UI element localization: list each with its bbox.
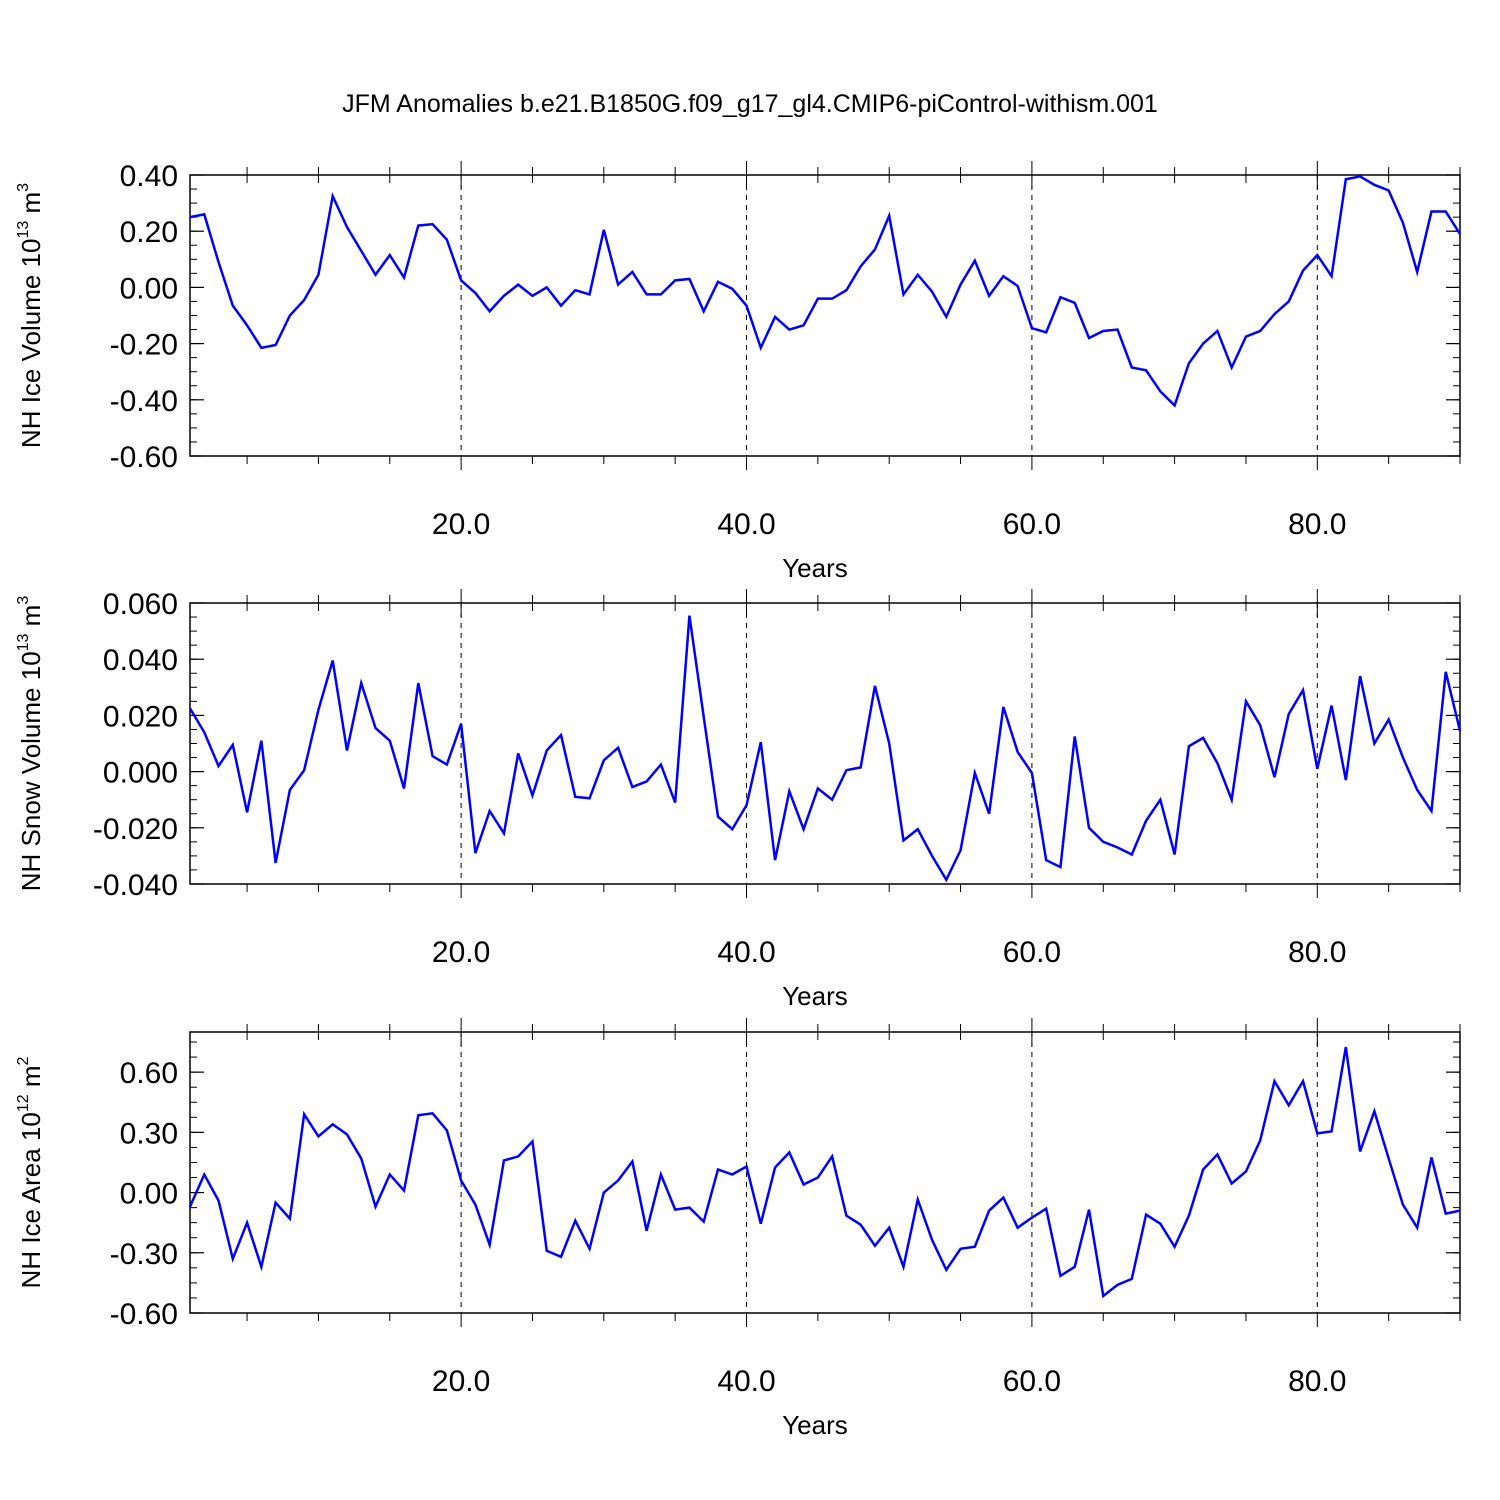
y-axis-title-exponent: 13	[15, 221, 32, 239]
y-axis-title: NH Snow Volume 1013 m3	[15, 596, 46, 892]
x-tick-label: 80.0	[1288, 936, 1346, 969]
x-axis-title: Years	[782, 553, 848, 583]
y-tick-label: 0.00	[120, 1178, 178, 1211]
y-axis-title-part: NH Ice Volume 10	[16, 239, 46, 449]
y-tick-label: 0.020	[103, 700, 178, 733]
figure-title: JFM Anomalies b.e21.B1850G.f09_g17_gl4.C…	[342, 90, 1158, 118]
y-tick-label: 0.30	[120, 1117, 178, 1150]
y-tick-label: 0.060	[103, 588, 178, 621]
y-tick-label: -0.020	[93, 813, 178, 846]
y-axis-title: NH Ice Area 1012 m2	[15, 1056, 46, 1288]
y-tick-label: -0.40	[110, 385, 178, 418]
x-tick-label: 40.0	[717, 1365, 775, 1398]
y-axis-title-exponent: 2	[15, 1056, 32, 1065]
y-axis-title-exponent: 13	[15, 633, 32, 651]
plot-frame	[189, 174, 1461, 457]
plot-frame	[189, 1031, 1461, 1314]
series-line	[188, 1046, 1461, 1299]
y-tick-label: 0.40	[120, 160, 178, 193]
y-axis-title-exponent: 3	[15, 183, 32, 192]
y-tick-label: 0.000	[103, 757, 178, 790]
y-axis-title-part: m	[16, 605, 46, 634]
ice-volume-panel: 0.40 0.20 0.00 -0.20 -0.40 -0.60 20.0 40.0 60.0 8…	[15, 160, 1462, 583]
y-tick-label: 0.60	[120, 1057, 178, 1090]
ice-area-panel: 0.60 0.30 0.00 -0.30 -0.60 20.0 40.0 60.0 80.0 Ye…	[15, 1018, 1461, 1440]
x-axis-title: Years	[782, 1410, 848, 1440]
y-axis-title-part: m	[16, 1065, 46, 1094]
plot-frame	[189, 602, 1461, 885]
y-axis-title-exponent: 12	[15, 1094, 32, 1112]
x-tick-label: 80.0	[1288, 1365, 1346, 1398]
x-tick-label: 60.0	[1003, 936, 1061, 969]
x-tick-label: 20.0	[432, 936, 490, 969]
x-tick-label: 20.0	[432, 1365, 490, 1398]
x-axis-title: Years	[782, 981, 848, 1011]
y-tick-label: -0.20	[110, 329, 178, 362]
y-axis-title-part: NH Snow Volume 10	[16, 651, 46, 891]
y-tick-label: -0.30	[110, 1238, 178, 1271]
series-line	[189, 175, 1462, 408]
y-tick-label: 0.00	[120, 272, 178, 305]
y-axis-title-exponent: 3	[15, 596, 32, 605]
x-tick-label: 20.0	[432, 508, 490, 541]
y-tick-label: 0.20	[120, 216, 178, 249]
x-tick-label: 40.0	[717, 508, 775, 541]
x-tick-label: 80.0	[1288, 508, 1346, 541]
y-axis-title: NH Ice Volume 1013 m3	[15, 183, 46, 448]
snow-volume-panel: 0.060 0.040 0.020 0.000 -0.020 -0.040 20.0 40.0…	[15, 588, 1462, 1011]
x-tick-label: 60.0	[1003, 508, 1061, 541]
y-tick-label: -0.60	[110, 441, 178, 474]
series-line	[188, 615, 1462, 883]
x-tick-label: 40.0	[717, 936, 775, 969]
y-axis-title-part: NH Ice Area 10	[16, 1112, 46, 1288]
y-tick-label: 0.040	[103, 644, 178, 677]
y-tick-label: -0.60	[110, 1298, 178, 1331]
y-tick-label: -0.040	[93, 869, 178, 902]
y-axis-title-part: m	[16, 192, 46, 221]
x-tick-label: 60.0	[1003, 1365, 1061, 1398]
